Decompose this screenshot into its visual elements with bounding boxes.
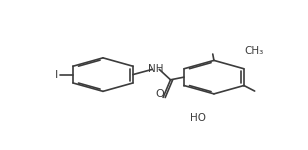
Text: HO: HO	[190, 113, 206, 123]
Text: O: O	[156, 89, 164, 99]
Text: I: I	[55, 70, 59, 80]
Text: CH₃: CH₃	[244, 46, 264, 56]
Text: NH: NH	[148, 64, 164, 74]
